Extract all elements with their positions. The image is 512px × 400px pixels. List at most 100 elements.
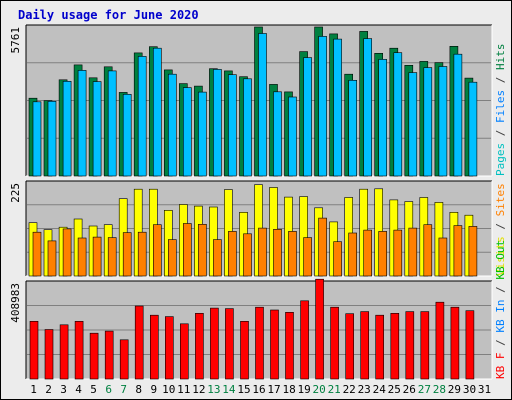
- bar-kb-f: [360, 311, 370, 380]
- x-tick-label: 28: [433, 383, 446, 396]
- bar-sites: [243, 233, 252, 277]
- bar-kb-f: [165, 316, 174, 380]
- bar-files: [273, 91, 282, 177]
- bar-sites: [228, 231, 237, 277]
- bar-kb-f: [270, 309, 279, 380]
- bar-sites: [393, 229, 403, 277]
- bar-kb-f: [420, 311, 430, 380]
- bar-kb-f: [89, 332, 99, 380]
- bar-files: [438, 66, 448, 177]
- bar-files: [47, 101, 57, 177]
- x-tick-label: 13: [207, 383, 220, 396]
- x-tick-label: 2: [45, 383, 52, 396]
- bar-kb-f: [134, 305, 144, 380]
- x-tick-label: 11: [177, 383, 190, 396]
- x-tick-label: 5: [90, 383, 97, 396]
- bar-sites: [107, 237, 117, 277]
- x-tick-label: 17: [267, 383, 280, 396]
- legend-right: Visits / Sites: [494, 183, 507, 276]
- legend-item: /: [494, 223, 507, 236]
- bar-kb-f: [390, 312, 400, 380]
- bar-kb-f: [104, 330, 114, 380]
- bar-files: [137, 56, 147, 177]
- bar-kb-f: [240, 320, 249, 380]
- bar-kb-f: [150, 314, 159, 380]
- x-tick-label: 7: [120, 383, 127, 396]
- bar-sites: [453, 225, 463, 277]
- bar-sites: [183, 223, 192, 277]
- bar-files: [393, 52, 403, 177]
- x-tick-label: 10: [162, 383, 175, 396]
- bar-kb-f: [450, 306, 460, 380]
- panel-2: 225 Visits / Sites: [9, 180, 507, 277]
- bar-sites: [213, 239, 222, 277]
- x-tick-label: 30: [463, 383, 476, 396]
- legend-right: Pages / Files / Hits: [494, 44, 507, 177]
- legend-item: /: [494, 286, 507, 299]
- y-max-label: 408983: [9, 283, 22, 323]
- bar-kb-f: [435, 301, 445, 380]
- bar-sites: [333, 241, 342, 277]
- bar-sites: [122, 232, 132, 277]
- bar-kb-f: [345, 313, 355, 380]
- x-tick-label: 31: [478, 383, 491, 396]
- legend-item: Hits: [494, 44, 507, 77]
- x-tick-label: 21: [328, 383, 341, 396]
- bar-kb-f: [315, 278, 324, 380]
- bar-sites: [348, 232, 358, 277]
- bar-files: [168, 73, 177, 177]
- legend-item: /: [494, 339, 507, 352]
- x-tick-label: 23: [358, 383, 371, 396]
- panel-1: 5761 Pages / Files / Hits: [9, 24, 507, 177]
- bar-files: [62, 81, 72, 177]
- legend-item: /: [494, 130, 507, 143]
- bar-kb-f: [465, 310, 475, 380]
- x-tick-label: 24: [373, 383, 387, 396]
- bar-files: [258, 33, 267, 177]
- bar-files: [243, 78, 252, 177]
- bar-files: [92, 81, 102, 177]
- legend-item: Pages: [494, 143, 507, 176]
- legend-item: KB F: [494, 353, 507, 380]
- bar-sites: [468, 226, 478, 277]
- x-tick-label: 4: [75, 383, 82, 396]
- bar-files: [348, 80, 358, 177]
- bar-files: [213, 69, 222, 177]
- x-tick-label: 9: [150, 383, 157, 396]
- y-max-label: 225: [9, 183, 22, 203]
- bar-kb-f: [375, 314, 385, 380]
- bar-kb-f: [74, 320, 84, 380]
- bar-sites: [438, 237, 448, 277]
- bar-files: [32, 101, 42, 177]
- x-tick-label: 3: [60, 383, 67, 396]
- bar-kb-f: [225, 308, 234, 380]
- legend-item: Sites: [494, 183, 507, 223]
- bar-files: [77, 70, 87, 177]
- x-tick-label: 6: [105, 383, 112, 396]
- x-tick-label: 27: [418, 383, 431, 396]
- bar-files: [363, 38, 373, 177]
- x-tick-label: 25: [388, 383, 401, 396]
- x-tick-label: 16: [252, 383, 265, 396]
- bar-kb-f: [255, 306, 264, 380]
- bar-sites: [198, 224, 207, 277]
- legend-item: /: [494, 77, 507, 90]
- bar-files: [228, 74, 237, 177]
- bar-files: [333, 38, 342, 177]
- bar-kb-f: [59, 324, 69, 380]
- x-tick-label: 15: [237, 383, 250, 396]
- bar-kb-f: [300, 300, 309, 380]
- bar-files: [378, 59, 388, 177]
- bar-sites: [303, 237, 312, 277]
- bar-sites: [137, 231, 147, 277]
- bar-kb-f: [210, 307, 219, 380]
- x-tick-label: 8: [135, 383, 142, 396]
- bar-sites: [77, 237, 87, 277]
- bar-files: [303, 57, 312, 177]
- bar-sites: [92, 236, 102, 277]
- bar-files: [453, 53, 463, 177]
- bar-files: [153, 47, 162, 177]
- bar-sites: [423, 224, 433, 277]
- x-tick-label: 29: [448, 383, 461, 396]
